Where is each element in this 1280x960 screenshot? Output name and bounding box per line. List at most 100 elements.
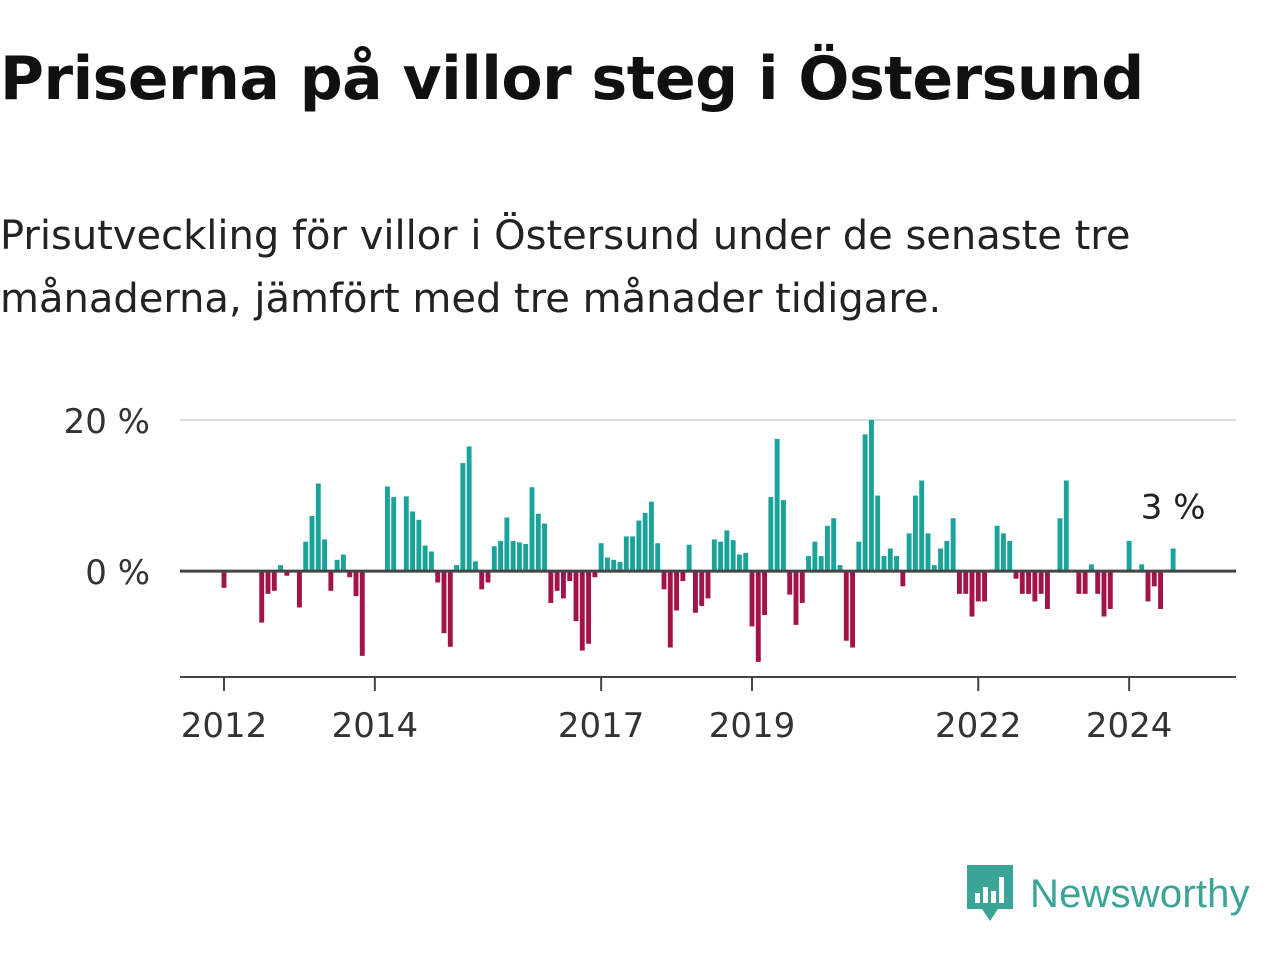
- x-tick-label: 2019: [709, 706, 796, 746]
- bar: [428, 551, 434, 572]
- bar: [322, 539, 328, 572]
- bar: [1013, 571, 1019, 579]
- bar: [579, 571, 585, 651]
- bar: [334, 559, 340, 572]
- bars: [221, 420, 1176, 662]
- bar: [466, 446, 472, 572]
- bar: [724, 530, 730, 572]
- bar: [271, 571, 277, 591]
- bar: [1063, 480, 1069, 572]
- bar: [630, 536, 636, 572]
- bar: [592, 571, 598, 578]
- x-tick-label: 2014: [332, 706, 419, 746]
- bar: [1000, 533, 1006, 572]
- bar: [435, 571, 441, 583]
- bar: [535, 513, 541, 572]
- bar: [850, 571, 856, 648]
- brand-name: Newsworthy: [1030, 871, 1250, 916]
- bar: [806, 556, 812, 572]
- bar: [938, 548, 944, 572]
- bar: [699, 571, 705, 606]
- bar: [963, 571, 969, 594]
- bar: [472, 561, 478, 572]
- bar: [623, 536, 629, 572]
- brand: Newsworthy: [964, 862, 1250, 926]
- bar: [661, 571, 667, 590]
- bar: [642, 512, 648, 572]
- bar: [774, 438, 780, 572]
- bar: [1145, 571, 1151, 602]
- bar: [856, 541, 862, 572]
- bar: [1107, 571, 1113, 609]
- bar: [944, 540, 950, 572]
- bar: [718, 541, 724, 572]
- bar: [611, 559, 617, 572]
- bar: [667, 571, 673, 648]
- bar: [837, 565, 843, 572]
- bar: [510, 540, 516, 572]
- bar: [730, 540, 736, 572]
- bar: [648, 501, 654, 572]
- bar: [994, 525, 1000, 572]
- bar: [617, 562, 623, 572]
- bar: [573, 571, 579, 622]
- bar: [567, 571, 573, 582]
- bar: [975, 571, 981, 602]
- bar: [736, 554, 742, 572]
- tick-labels: 0 % 20 % 2012 2014 2017 2019 2022 2024 3 %: [64, 402, 1206, 746]
- x-tick-label: 2012: [181, 706, 268, 746]
- bar: [692, 571, 698, 613]
- bar: [604, 557, 610, 572]
- bar: [950, 518, 956, 572]
- bar: [554, 571, 560, 591]
- bar: [303, 541, 309, 572]
- bar: [755, 571, 761, 662]
- bar: [296, 571, 302, 608]
- bar: [1026, 571, 1032, 594]
- bar: [410, 511, 416, 572]
- bar: [900, 571, 906, 587]
- bar: [479, 571, 485, 590]
- bar: [485, 571, 491, 583]
- bar: [881, 556, 887, 572]
- bar: [454, 565, 460, 572]
- bar: [818, 556, 824, 572]
- bar: [982, 571, 988, 602]
- bar: [1101, 571, 1107, 617]
- bar: [906, 533, 912, 572]
- bar: [309, 516, 315, 572]
- bar: [560, 571, 566, 599]
- bar: [523, 543, 529, 572]
- bar: [1158, 571, 1164, 609]
- bar: [887, 548, 893, 572]
- axes: [180, 569, 1236, 691]
- bar: [705, 571, 711, 599]
- logo-shape: [967, 865, 1013, 921]
- x-tick-label: 2024: [1086, 706, 1173, 746]
- bar: [403, 496, 409, 572]
- bar: [516, 542, 522, 572]
- y-tick-label: 20 %: [64, 402, 150, 442]
- bar: [956, 571, 962, 594]
- bar: [504, 517, 510, 572]
- bar: [787, 571, 793, 595]
- bar: [416, 519, 422, 572]
- latest-value-annotation: 3 %: [1141, 488, 1206, 528]
- bar: [868, 420, 874, 572]
- bar: [762, 571, 768, 616]
- bar: [831, 518, 837, 572]
- bar: [315, 483, 321, 572]
- bar: [931, 565, 937, 572]
- bar: [768, 497, 774, 572]
- chart-title: Priserna på villor steg i Östersund: [0, 44, 1144, 114]
- bar: [1076, 571, 1082, 594]
- bar: [598, 543, 604, 572]
- bar: [812, 541, 818, 572]
- bar: [711, 539, 717, 572]
- bar: [680, 571, 686, 582]
- bar: [749, 571, 755, 627]
- bar: [259, 571, 265, 623]
- bar: [919, 480, 925, 572]
- bar: [586, 571, 592, 644]
- bar: [912, 495, 918, 572]
